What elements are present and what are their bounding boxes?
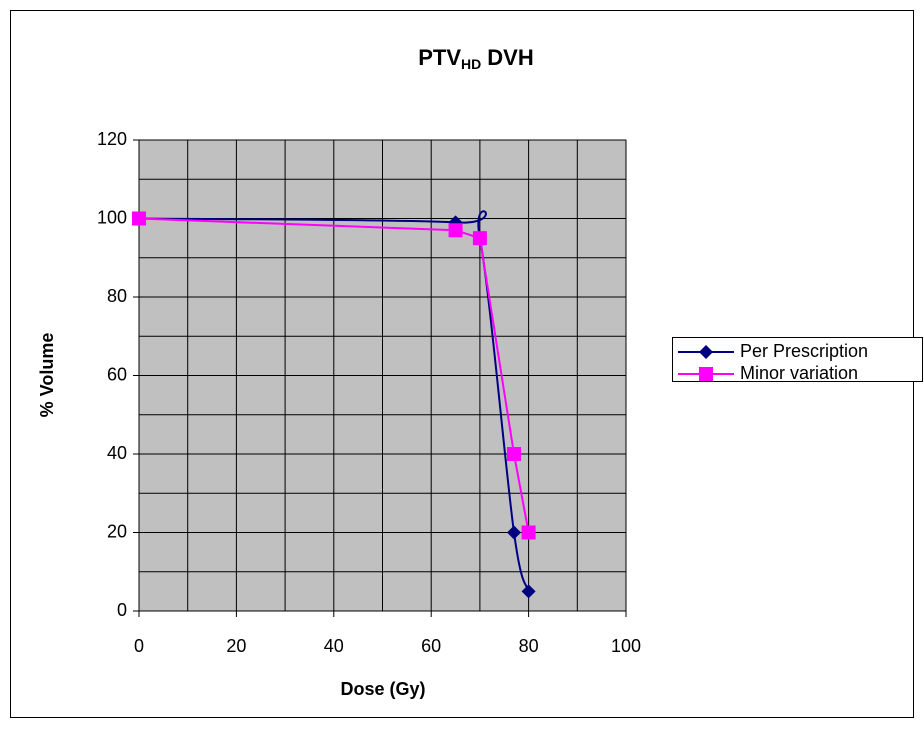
- marker: [521, 525, 536, 540]
- y-tick-label: 120: [97, 129, 127, 149]
- x-tick-label: 20: [226, 636, 246, 656]
- title-suffix: DVH: [487, 45, 533, 70]
- x-tick-label: 0: [134, 636, 144, 656]
- x-axis-label: Dose (Gy): [340, 679, 425, 699]
- marker: [699, 367, 713, 381]
- marker: [521, 584, 536, 599]
- chart-title: PTVHD DVH: [418, 45, 533, 72]
- y-tick-label: 100: [97, 207, 127, 227]
- x-tick-label: 40: [324, 636, 344, 656]
- y-tick-label: 80: [107, 286, 127, 306]
- y-tick-label: 40: [107, 443, 127, 463]
- title-main: PTV: [418, 45, 461, 70]
- y-tick-label: 20: [107, 521, 127, 541]
- x-tick-label: 80: [519, 636, 539, 656]
- x-tick-label: 60: [421, 636, 441, 656]
- marker: [472, 231, 487, 246]
- marker: [132, 211, 146, 226]
- x-tick-label: 100: [611, 636, 641, 656]
- marker: [506, 447, 521, 461]
- marker: [506, 525, 521, 540]
- y-axis-label: % Volume: [37, 333, 57, 418]
- marker: [448, 223, 463, 238]
- marker: [699, 345, 713, 359]
- legend-label: Minor variation: [740, 363, 858, 383]
- y-tick-label: 60: [107, 364, 127, 384]
- y-tick-label: 0: [117, 600, 127, 620]
- title-subscript: HD: [461, 56, 481, 72]
- legend-label: Per Prescription: [740, 341, 868, 361]
